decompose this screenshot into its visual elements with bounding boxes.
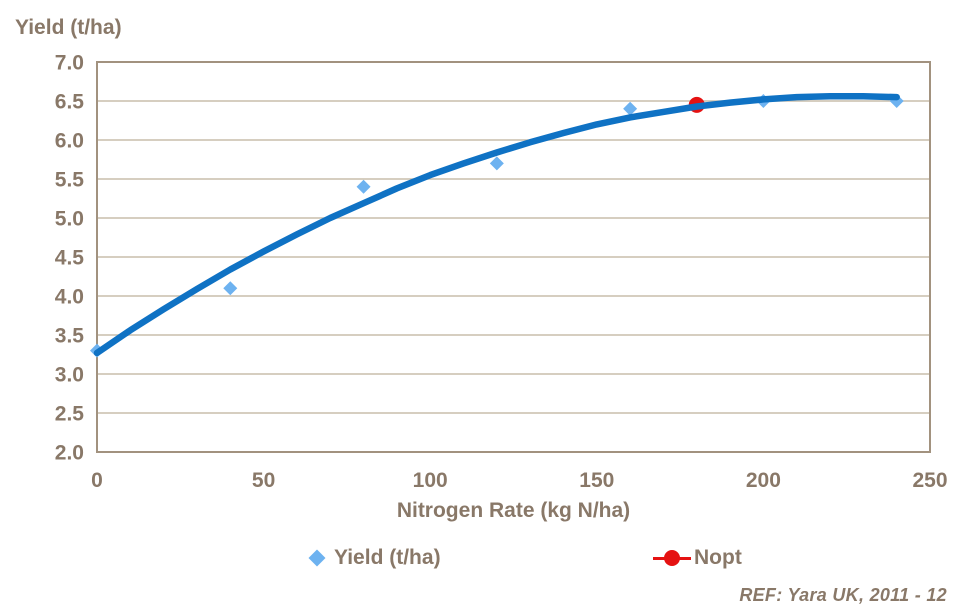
y-tick-label: 4.0	[55, 286, 84, 309]
y-tick-label: 5.0	[55, 208, 84, 231]
y-tick-label: 2.0	[55, 442, 84, 465]
x-tick-label: 100	[413, 469, 448, 492]
diamond-icon	[308, 549, 326, 567]
trend-line	[93, 93, 900, 357]
yield-data-point	[223, 281, 238, 296]
yield-data-point	[489, 156, 504, 171]
x-tick-label: 150	[579, 469, 614, 492]
y-tick-label: 5.5	[55, 169, 85, 192]
y-tick-label: 2.5	[55, 403, 85, 426]
nopt-circle-icon	[664, 550, 680, 566]
yield-data-point	[356, 179, 371, 194]
plot-border	[96, 61, 931, 453]
x-tick-label: 0	[91, 469, 103, 492]
x-tick-label: 50	[252, 469, 275, 492]
legend-label-nopt: Nopt	[694, 546, 742, 569]
x-axis-title: Nitrogen Rate (kg N/ha)	[396, 499, 631, 522]
circle-line-icon	[653, 550, 691, 566]
reference-note: REF: Yara UK, 2011 - 12	[739, 585, 947, 605]
y-tick-label: 3.0	[55, 364, 84, 387]
legend-item-yield: Yield (t/ha)	[308, 545, 441, 571]
y-tick-label: 3.5	[55, 325, 85, 348]
y-tick-label: 6.0	[55, 130, 84, 153]
y-tick-label: 4.5	[55, 247, 85, 270]
legend-item-nopt: Nopt	[653, 545, 742, 571]
x-tick-label: 250	[912, 469, 947, 492]
y-tick-label: 6.5	[55, 91, 85, 114]
y-axis-title: Yield (t/ha)	[15, 16, 122, 39]
legend-label-yield: Yield (t/ha)	[334, 546, 441, 569]
x-tick-label: 200	[746, 469, 781, 492]
y-tick-label: 7.0	[55, 52, 84, 75]
yield-data-point	[623, 101, 638, 116]
